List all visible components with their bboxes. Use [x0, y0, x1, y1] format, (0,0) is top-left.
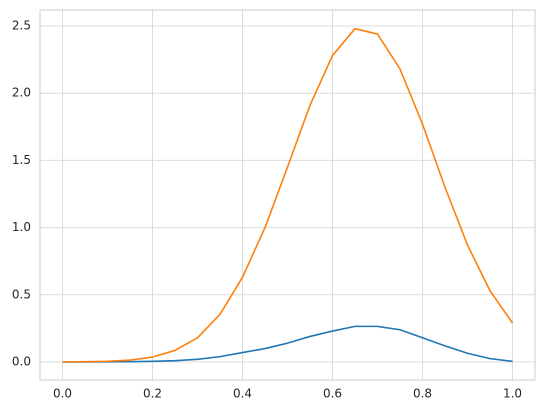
y-tick-label: 0.5	[12, 287, 31, 301]
x-tick-label: 0.2	[143, 387, 162, 401]
x-tick-label: 0.6	[323, 387, 342, 401]
x-tick-label: 0.0	[53, 387, 72, 401]
y-tick-label: 1.0	[12, 220, 31, 234]
y-tick-label: 1.5	[12, 153, 31, 167]
x-tick-label: 0.4	[233, 387, 252, 401]
y-tick-label: 2.0	[12, 86, 31, 100]
line-series	[62, 27, 514, 363]
x-tick-label: 0.8	[413, 387, 432, 401]
x-tick-label: 1.0	[503, 387, 522, 401]
y-tick-label: 2.5	[12, 18, 31, 32]
line-series	[62, 325, 513, 363]
plot-frame	[39, 9, 536, 381]
y-tick-label: 0.0	[12, 354, 31, 368]
